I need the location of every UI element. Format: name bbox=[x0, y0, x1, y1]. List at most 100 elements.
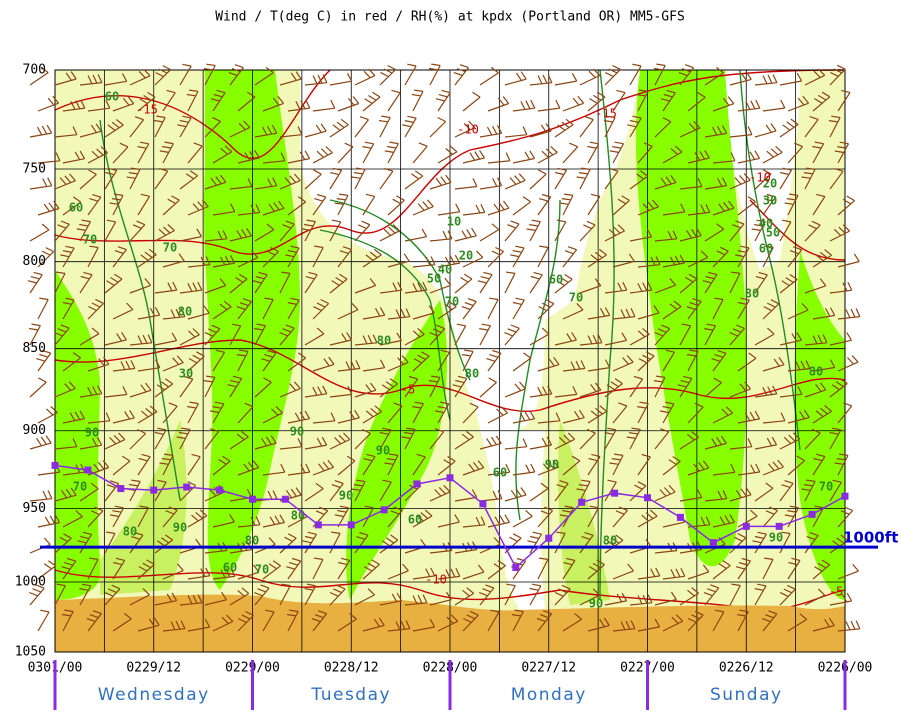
wind-barb bbox=[204, 324, 221, 346]
wind-barb bbox=[137, 141, 150, 164]
wind-barb bbox=[337, 557, 351, 580]
wind-barb bbox=[784, 505, 800, 528]
wind-barb bbox=[77, 531, 93, 554]
wind-barb bbox=[779, 531, 791, 554]
wind-barb bbox=[354, 68, 376, 86]
wind-barb bbox=[54, 487, 77, 502]
wind-barb bbox=[337, 409, 360, 424]
wind-barb bbox=[187, 509, 208, 528]
wind-barb bbox=[412, 401, 424, 424]
rh-label: 80 bbox=[377, 334, 391, 348]
wind-barb bbox=[312, 298, 330, 320]
x-tick-label: 0229/12 bbox=[126, 661, 181, 676]
wind-barb bbox=[137, 307, 161, 320]
wind-barb bbox=[462, 402, 479, 424]
wind-barb bbox=[137, 453, 151, 476]
wind-barb bbox=[829, 592, 853, 606]
wind-barb bbox=[62, 510, 83, 528]
wind-barb bbox=[329, 332, 352, 346]
wind-barb bbox=[362, 453, 376, 476]
wind-barb bbox=[329, 584, 346, 606]
wind-barb bbox=[754, 123, 777, 138]
wind-barb bbox=[529, 436, 553, 450]
rh-contour bbox=[599, 69, 615, 601]
wind-barb bbox=[562, 455, 581, 476]
wind-barb bbox=[637, 453, 651, 476]
wind-barb bbox=[487, 463, 511, 476]
wind-barb bbox=[662, 254, 686, 268]
wind-barb bbox=[362, 91, 381, 112]
wind-barb bbox=[462, 610, 479, 632]
wind-barb bbox=[762, 459, 784, 476]
wind-barb bbox=[712, 463, 736, 476]
wind-barb bbox=[512, 352, 532, 372]
wind-barb bbox=[804, 116, 819, 138]
wind-barb bbox=[704, 177, 728, 190]
wind-barb bbox=[504, 438, 528, 450]
wind-barb bbox=[687, 250, 709, 268]
rh-label: 70 bbox=[255, 563, 269, 577]
wind-barb bbox=[87, 460, 110, 476]
wind-barb bbox=[829, 332, 853, 346]
rh-label: 70 bbox=[83, 233, 97, 247]
wind-barb bbox=[337, 455, 356, 476]
wind-barb bbox=[686, 298, 702, 320]
wind-barb bbox=[387, 253, 410, 268]
wind-barb bbox=[687, 610, 704, 632]
wind-barb bbox=[779, 219, 792, 242]
wind-barb bbox=[354, 382, 377, 398]
wind-barb bbox=[112, 96, 135, 112]
wind-barb bbox=[112, 360, 136, 372]
wind-barb bbox=[237, 204, 261, 216]
wind-barb bbox=[60, 245, 75, 268]
wind-barb bbox=[287, 150, 311, 164]
wind-barb bbox=[604, 378, 623, 398]
wind-barb bbox=[712, 514, 736, 528]
rh-label: 80 bbox=[809, 365, 823, 379]
wind-barb bbox=[562, 142, 579, 164]
isotherm bbox=[749, 199, 846, 261]
rh-label: 90 bbox=[85, 426, 99, 440]
wind-barb bbox=[137, 617, 160, 632]
wind-barb bbox=[812, 193, 826, 216]
temp-label: -5 bbox=[401, 383, 415, 397]
wind-barb bbox=[837, 563, 859, 580]
wind-barb bbox=[629, 228, 653, 242]
wind-barb bbox=[404, 594, 428, 606]
temp-label: -5 bbox=[829, 585, 843, 599]
wind-barb bbox=[829, 479, 842, 502]
wind-barb bbox=[79, 123, 102, 138]
wind-barb bbox=[801, 479, 816, 502]
wind-barb bbox=[629, 594, 653, 606]
wind-barb bbox=[687, 564, 710, 580]
series-point bbox=[380, 506, 388, 514]
wind-barb bbox=[637, 618, 661, 632]
wind-barb bbox=[612, 402, 628, 424]
wind-barb bbox=[287, 297, 300, 320]
wind-barb bbox=[384, 453, 399, 476]
wind-barb bbox=[829, 64, 846, 86]
wind-barb bbox=[462, 150, 485, 164]
wind-barb bbox=[804, 382, 827, 398]
wind-barb bbox=[204, 230, 228, 242]
wind-barb bbox=[87, 298, 104, 320]
wind-barb bbox=[62, 150, 86, 164]
wind-barb bbox=[604, 224, 626, 242]
wind-barb bbox=[162, 195, 180, 216]
y-tick-label: 1000 bbox=[15, 574, 46, 589]
series-point bbox=[51, 461, 59, 469]
wind-barb bbox=[554, 273, 573, 294]
wind-barb bbox=[378, 115, 391, 138]
wind-barb bbox=[754, 583, 767, 606]
wind-barb bbox=[487, 560, 506, 580]
rh-moist bbox=[558, 420, 610, 605]
wind-barb bbox=[87, 245, 99, 268]
series-point bbox=[150, 486, 158, 494]
wind-barb bbox=[579, 382, 602, 398]
wind-barb bbox=[109, 505, 125, 528]
wind-barb bbox=[262, 246, 280, 268]
wind-barb bbox=[704, 490, 728, 502]
wind-barb bbox=[754, 385, 778, 398]
wind-barb bbox=[537, 145, 558, 164]
wind-barb bbox=[312, 193, 327, 216]
